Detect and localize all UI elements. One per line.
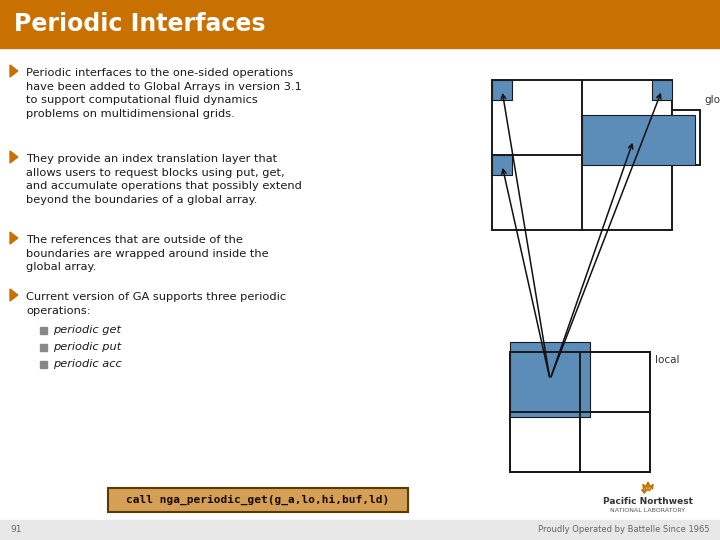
Text: global: global xyxy=(704,95,720,105)
Bar xyxy=(40,361,47,368)
Bar xyxy=(492,155,512,175)
Polygon shape xyxy=(10,232,18,244)
Text: call nga_periodic_get(g_a,lo,hi,buf,ld): call nga_periodic_get(g_a,lo,hi,buf,ld) xyxy=(127,495,390,505)
Bar xyxy=(510,352,650,472)
Bar xyxy=(672,110,700,165)
Bar xyxy=(0,0,720,48)
Bar xyxy=(40,344,47,351)
Text: They provide an index translation layer that
allows users to request blocks usin: They provide an index translation layer … xyxy=(26,154,302,205)
Text: The references that are outside of the
boundaries are wrapped around inside the
: The references that are outside of the b… xyxy=(26,235,269,272)
Bar xyxy=(108,488,408,512)
Text: Proudly Operated by Battelle Since 1965: Proudly Operated by Battelle Since 1965 xyxy=(539,525,710,535)
Text: Current version of GA supports three periodic
operations:: Current version of GA supports three per… xyxy=(26,292,286,315)
Polygon shape xyxy=(10,151,18,163)
Text: periodic put: periodic put xyxy=(53,342,121,352)
Polygon shape xyxy=(10,65,18,77)
Text: periodic get: periodic get xyxy=(53,325,121,335)
Bar xyxy=(492,80,672,230)
Text: local: local xyxy=(655,355,680,365)
Bar xyxy=(0,48,720,520)
Bar xyxy=(492,80,512,100)
Text: Pacific Northwest: Pacific Northwest xyxy=(603,497,693,507)
Bar xyxy=(0,520,720,540)
Text: 91: 91 xyxy=(10,525,22,535)
Text: NATIONAL LABORATORY: NATIONAL LABORATORY xyxy=(611,509,685,514)
Bar xyxy=(652,80,672,100)
Text: Periodic interfaces to the one-sided operations
have been added to Global Arrays: Periodic interfaces to the one-sided ope… xyxy=(26,68,302,119)
Bar xyxy=(510,342,590,417)
Text: Periodic Interfaces: Periodic Interfaces xyxy=(14,12,266,36)
Bar xyxy=(510,352,650,472)
Bar xyxy=(40,327,47,334)
Bar xyxy=(582,115,695,165)
Text: periodic acc: periodic acc xyxy=(53,359,122,369)
Polygon shape xyxy=(10,289,18,301)
